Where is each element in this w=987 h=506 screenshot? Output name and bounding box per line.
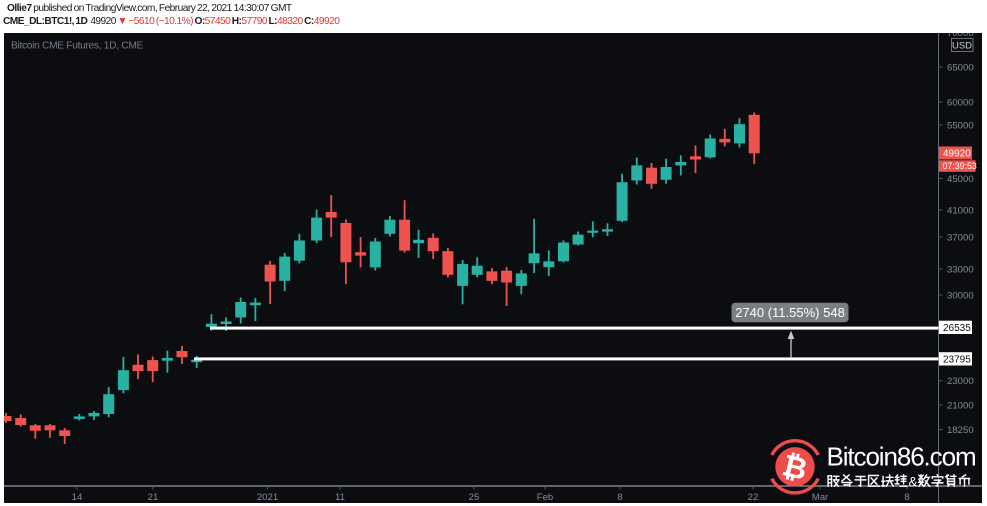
svg-text:49920: 49920	[943, 149, 971, 160]
svg-text:37000: 37000	[947, 232, 974, 243]
svg-text:Feb: Feb	[537, 492, 554, 503]
svg-text:21: 21	[148, 492, 159, 503]
svg-text:21000: 21000	[947, 400, 974, 411]
svg-text:41000: 41000	[947, 205, 974, 216]
svg-text:07:39:53: 07:39:53	[943, 161, 977, 171]
svg-text:2740 (11.55%) 548: 2740 (11.55%) 548	[735, 305, 845, 320]
svg-text:8: 8	[904, 492, 909, 503]
svg-text:14: 14	[72, 492, 83, 503]
svg-text:70000: 70000	[947, 33, 974, 39]
svg-text:55000: 55000	[947, 120, 974, 131]
svg-text:Bitcoin86.com: Bitcoin86.com	[827, 442, 976, 472]
svg-text:33000: 33000	[947, 264, 974, 275]
svg-text:Mar: Mar	[812, 492, 829, 503]
svg-text:60000: 60000	[947, 97, 974, 108]
svg-text:30000: 30000	[947, 290, 974, 301]
svg-text:65000: 65000	[947, 62, 974, 73]
svg-text:22: 22	[748, 492, 759, 503]
svg-text:18250: 18250	[947, 425, 974, 436]
svg-text:26535: 26535	[943, 323, 971, 334]
svg-text:USD: USD	[952, 40, 972, 51]
svg-text:2021: 2021	[257, 492, 278, 503]
svg-text:&: &	[909, 474, 918, 489]
svg-text:45000: 45000	[947, 174, 974, 185]
svg-text:Bitcoin CME Futures, 1D, CME: Bitcoin CME Futures, 1D, CME	[11, 40, 144, 51]
svg-text:23000: 23000	[947, 376, 974, 387]
svg-text:11: 11	[335, 492, 345, 503]
svg-text:8: 8	[617, 492, 622, 503]
svg-text:25: 25	[469, 492, 480, 503]
svg-text:23795: 23795	[943, 355, 971, 366]
